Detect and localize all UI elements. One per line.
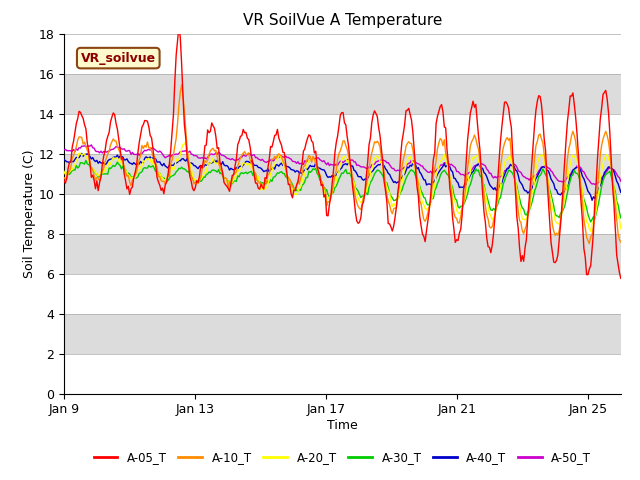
Bar — [64, 154, 621, 193]
Bar — [64, 313, 621, 354]
Bar — [64, 114, 621, 154]
Bar — [64, 193, 621, 234]
Y-axis label: Soil Temperature (C): Soil Temperature (C) — [22, 149, 36, 278]
Bar — [64, 354, 621, 394]
Bar — [64, 274, 621, 313]
Legend: A-05_T, A-10_T, A-20_T, A-30_T, A-40_T, A-50_T: A-05_T, A-10_T, A-20_T, A-30_T, A-40_T, … — [89, 446, 596, 469]
Text: VR_soilvue: VR_soilvue — [81, 51, 156, 65]
Bar — [64, 34, 621, 73]
Bar — [64, 234, 621, 274]
X-axis label: Time: Time — [327, 419, 358, 432]
Bar — [64, 73, 621, 114]
Title: VR SoilVue A Temperature: VR SoilVue A Temperature — [243, 13, 442, 28]
